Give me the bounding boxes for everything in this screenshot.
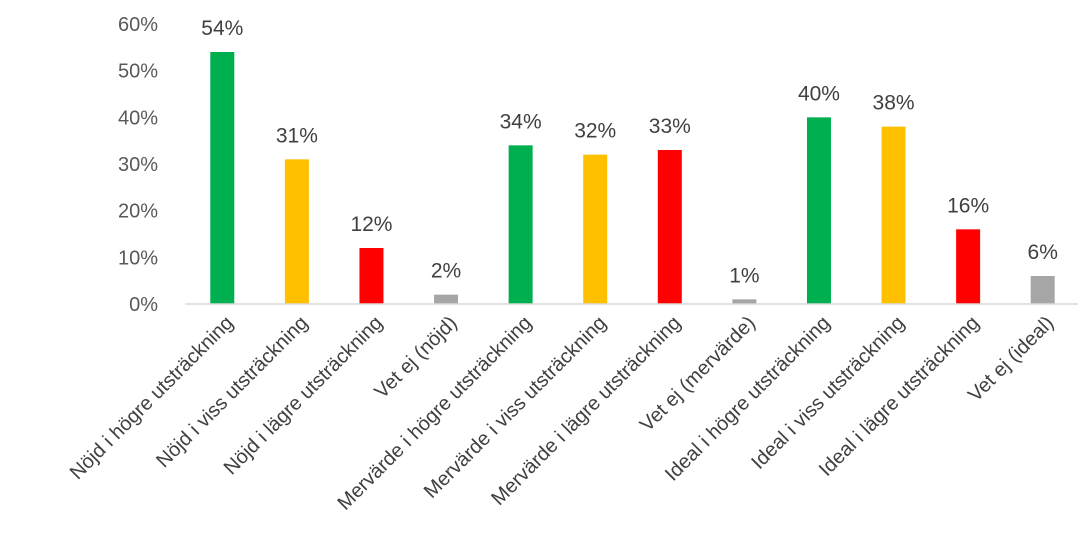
bar xyxy=(881,126,906,305)
category-label: Nöjd i viss utsträckning xyxy=(152,312,312,472)
data-label: 12% xyxy=(350,213,392,236)
bars xyxy=(210,52,1055,305)
data-label: 16% xyxy=(947,194,989,217)
y-tick-label: 0% xyxy=(129,294,158,316)
bar xyxy=(583,154,608,304)
bar xyxy=(359,248,384,304)
data-label: 38% xyxy=(873,92,915,115)
y-axis: 0% 10% 20% 30% 40% 50% 60% xyxy=(118,14,158,316)
bar xyxy=(732,299,757,304)
category-label: Ideal i viss utsträckning xyxy=(747,312,909,474)
bar xyxy=(956,229,981,304)
y-tick-label: 40% xyxy=(118,107,158,129)
data-label: 32% xyxy=(574,120,616,143)
data-label: 1% xyxy=(729,264,759,287)
bar xyxy=(657,150,682,304)
y-tick-label: 30% xyxy=(118,154,158,176)
data-label: 40% xyxy=(798,82,840,105)
bar xyxy=(1030,276,1055,304)
y-tick-label: 60% xyxy=(118,14,158,36)
y-tick-label: 20% xyxy=(118,201,158,223)
bar xyxy=(210,52,235,304)
data-label: 54% xyxy=(201,17,243,40)
data-label: 33% xyxy=(649,115,691,138)
bar xyxy=(434,294,459,304)
category-label: Nöjd i lägre utsträckning xyxy=(220,312,387,479)
bar xyxy=(284,159,309,304)
data-label: 2% xyxy=(431,260,461,283)
y-tick-label: 50% xyxy=(118,61,158,83)
data-label: 31% xyxy=(276,124,318,147)
data-label: 34% xyxy=(500,110,542,133)
bar xyxy=(508,145,533,304)
data-label: 6% xyxy=(1028,241,1058,264)
data-labels: 54% 31% 12% 2% 34% 32% 33% 1% 40% 38% 16% 6% xyxy=(201,17,1058,287)
bar xyxy=(806,117,831,304)
y-tick-label: 10% xyxy=(118,247,158,269)
